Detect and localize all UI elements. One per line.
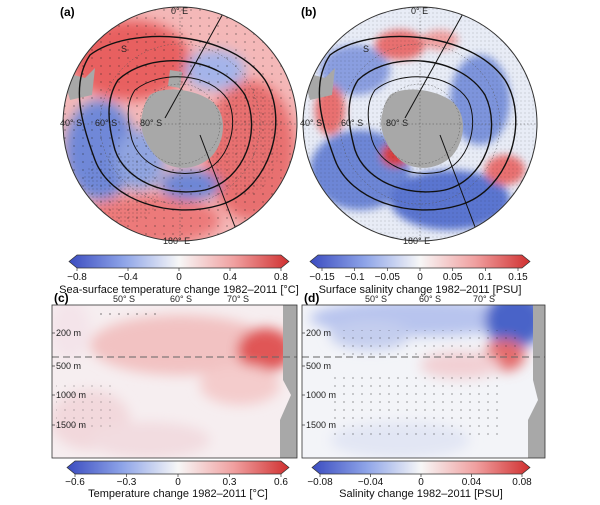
colorbar-c-ticks: −0.6 −0.3 0 0.3 0.6: [65, 474, 288, 488]
colorbar-d-ticks: −0.08 −0.04 0 0.04 0.08: [307, 474, 532, 488]
panel-a-lat-80: 80° S: [140, 118, 162, 128]
colorbar-a-tick-label: 0: [176, 272, 182, 283]
colorbar-b-tick-label: −0.15: [309, 272, 335, 283]
colorbar-c-tick-label: −0.6: [65, 477, 85, 488]
colorbar-a: −0.8 −0.4 0 0.4 0.8 Sea-surface temperature …: [59, 254, 299, 296]
panel-c-y-ticks: 200 m 500 m 1000 m 1500 m: [52, 328, 86, 430]
panel-d-y-tick-label: 1000 m: [306, 390, 336, 400]
panel-a-lon-bottom: 180° E: [163, 236, 190, 246]
colorbar-a-tick-label: 0.8: [274, 272, 288, 283]
panel-a-front-label: S: [121, 44, 127, 54]
colorbar-d-tick-label: −0.04: [358, 477, 384, 488]
colorbar-a-ticks: −0.8 −0.4 0 0.4 0.8: [67, 268, 288, 283]
panel-d-x-ticks: 50° S 60° S 70° S: [365, 294, 495, 304]
panel-c-section: [51, 304, 298, 459]
panel-c-y-tick-label: 1000 m: [56, 390, 86, 400]
colorbar-d-tick-label: 0: [418, 477, 424, 488]
colorbar-b-tick-label: 0: [417, 272, 423, 283]
panel-a-lat-60: 60° S: [95, 118, 117, 128]
panel-c-x-ticks: 50° S 60° S 70° S: [113, 294, 249, 304]
panel-c-x-tick-label: 60° S: [170, 294, 192, 304]
panel-d-y-tick-label: 500 m: [306, 361, 331, 371]
panel-c-x-tick-label: 50° S: [113, 294, 135, 304]
panel-letter-d: (d): [304, 291, 319, 305]
colorbar-c-title: Temperature change 1982–2011 [°C]: [88, 488, 268, 500]
colorbar-c-tick-label: 0.3: [223, 477, 237, 488]
colorbar-b-title: Surface salinity change 1982–2011 [PSU]: [319, 284, 522, 296]
colorbar-b-tick-label: −0.1: [345, 272, 365, 283]
panel-letter-a: (a): [60, 5, 75, 19]
panel-a-lon-top: 0° E: [171, 6, 188, 16]
panel-d-y-tick-label: 1500 m: [306, 420, 336, 430]
colorbar-b-tick-label: 0.1: [478, 272, 492, 283]
panel-letter-c: (c): [54, 291, 69, 305]
colorbar-b-ticks: −0.15 −0.1 −0.05 0 0.05 0.1 0.15: [309, 268, 528, 283]
panel-d-x-tick-label: 50° S: [365, 294, 387, 304]
panel-b-lon-top: 0° E: [411, 6, 428, 16]
colorbar-b: −0.15 −0.1 −0.05 0 0.05 0.1 0.15 Surface salin…: [309, 254, 531, 296]
panel-d-y-ticks: 200 m 500 m 1000 m 1500 m: [302, 328, 336, 430]
colorbar-d: −0.08 −0.04 0 0.04 0.08 Salinity change 1982…: [307, 460, 532, 500]
panel-c-y-tick-label: 1500 m: [56, 420, 86, 430]
colorbar-b-tick-label: 0.05: [443, 272, 463, 283]
panel-d-section: [301, 304, 546, 459]
panel-d-x-tick-label: 60° S: [419, 294, 441, 304]
panel-c-y-tick-label: 200 m: [56, 328, 81, 338]
panel-d-y-tick-label: 200 m: [306, 328, 331, 338]
colorbar-b-tick-label: −0.05: [375, 272, 401, 283]
colorbar-a-tick-label: 0.4: [223, 272, 237, 283]
colorbar-c-tick-label: 0: [175, 477, 181, 488]
colorbar-c-tick-label: −0.3: [117, 477, 137, 488]
panel-b-front-label: S: [363, 44, 369, 54]
panel-b-lat-60: 60° S: [341, 118, 363, 128]
panel-d-x-tick-label: 70° S: [473, 294, 495, 304]
panel-c-x-tick-label: 70° S: [227, 294, 249, 304]
colorbar-a-tick-label: −0.8: [67, 272, 87, 283]
colorbar-a-tick-label: −0.4: [118, 272, 138, 283]
panel-b-lat-80: 80° S: [386, 118, 408, 128]
panel-b-map: [302, 6, 538, 242]
colorbar-c-tick-label: 0.6: [274, 477, 288, 488]
panel-c-y-tick-label: 500 m: [56, 361, 81, 371]
panel-letter-b: (b): [301, 5, 316, 19]
antarctica-land: [141, 89, 223, 168]
colorbar-d-tick-label: −0.08: [307, 477, 333, 488]
panel-a-map: [62, 6, 298, 242]
colorbar-b-tick-label: 0.15: [508, 272, 528, 283]
colorbar-d-tick-label: 0.04: [462, 477, 482, 488]
colorbar-a-title: Sea-surface temperature change 1982–2011…: [59, 284, 299, 296]
colorbar-d-title: Salinity change 1982–2011 [PSU]: [339, 488, 503, 500]
panel-b-lat-40: 40° S: [300, 118, 322, 128]
colorbar-d-tick-label: 0.08: [512, 477, 532, 488]
panel-b-lon-bottom: 180° E: [403, 236, 430, 246]
colorbar-c: −0.6 −0.3 0 0.3 0.6 Temperature change 1982–…: [65, 460, 290, 500]
antarctica-land-b: [381, 89, 463, 168]
panel-a-lat-40: 40° S: [60, 118, 82, 128]
